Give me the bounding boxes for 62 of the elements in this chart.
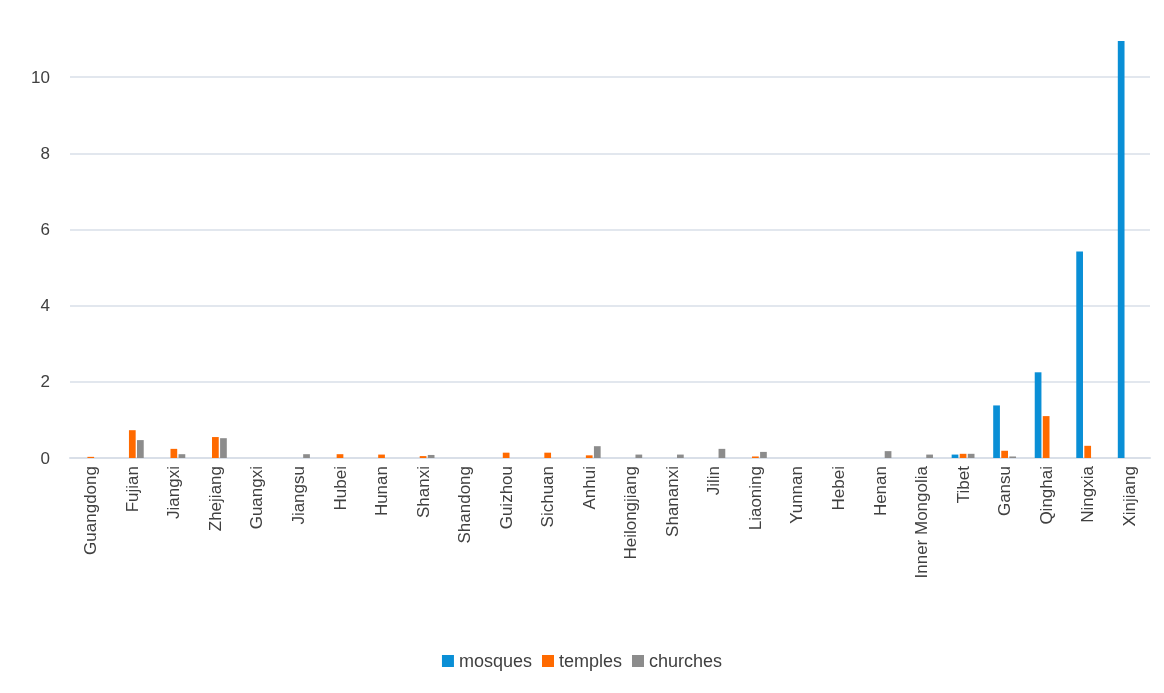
- bar: [635, 454, 643, 458]
- x-tick-label: Henan: [870, 466, 890, 517]
- bar: [585, 455, 593, 458]
- bar: [212, 437, 219, 458]
- x-tick-label: Sichuan: [538, 466, 558, 528]
- x-tick-label: Guangxi: [247, 466, 267, 530]
- y-tick-label: 6: [40, 219, 50, 239]
- bar: [170, 448, 178, 458]
- x-tick-label: Guizhou: [496, 466, 516, 530]
- bar: [1076, 251, 1083, 458]
- y-tick-label: 2: [40, 372, 50, 392]
- x-tick-label: Qinghai: [1036, 466, 1056, 525]
- x-tick-label: Gansu: [995, 466, 1015, 517]
- bar: [427, 454, 435, 458]
- y-tick-label: 0: [40, 448, 50, 468]
- bar: [884, 451, 892, 458]
- x-tick-label: Zhejiang: [205, 466, 225, 532]
- x-tick-label: Tibet: [953, 465, 973, 504]
- bar: [993, 405, 1000, 458]
- bar: [967, 453, 975, 458]
- x-tick-label: Hunan: [372, 466, 392, 517]
- x-tick-label: Fujian: [122, 466, 142, 513]
- bar: [1084, 445, 1092, 458]
- x-tick-label: Hebei: [828, 466, 848, 511]
- bar: [593, 446, 601, 458]
- bar: [128, 430, 136, 458]
- bar: [378, 454, 385, 458]
- x-tick-label: Inner Mongolia: [912, 465, 932, 579]
- x-tick-label: Yunnan: [787, 466, 807, 524]
- legend-label: churches: [649, 651, 723, 671]
- bar: [336, 454, 344, 458]
- x-tick-label: Shanxi: [413, 466, 433, 518]
- x-tick-label: Heilongjiang: [621, 466, 641, 560]
- x-tick-label: Jiangxi: [164, 466, 184, 519]
- bar: [926, 454, 933, 458]
- bar: [1117, 40, 1125, 458]
- bar: [677, 454, 684, 458]
- bar: [137, 440, 144, 458]
- x-tick-label: Hubei: [330, 466, 350, 511]
- x-tick-label: Xinjiang: [1119, 466, 1139, 527]
- y-tick-label: 8: [40, 143, 50, 163]
- x-tick-label: Jilin: [704, 466, 724, 496]
- x-tick-label: Ningxia: [1078, 465, 1098, 523]
- x-tick-label: Shananxi: [662, 466, 682, 537]
- x-tick-label: Liaoning: [745, 466, 765, 531]
- bar: [1042, 416, 1050, 458]
- y-tick-label: 10: [31, 67, 50, 87]
- bar: [178, 454, 186, 458]
- legend-label: mosques: [458, 651, 532, 671]
- x-tick-label: Anhui: [579, 466, 599, 510]
- y-tick-label: 4: [40, 296, 50, 316]
- bar: [1001, 450, 1008, 458]
- bar: [760, 451, 767, 458]
- x-tick-label: Guangdong: [81, 466, 101, 555]
- bar: [544, 452, 552, 458]
- bar: [502, 452, 510, 458]
- bar: [1034, 372, 1042, 458]
- bar: [303, 454, 310, 458]
- x-tick-label: Jiangsu: [288, 466, 308, 525]
- x-tick-label: Shandong: [455, 466, 475, 544]
- bar: [220, 438, 227, 458]
- legend-label: temples: [558, 651, 623, 671]
